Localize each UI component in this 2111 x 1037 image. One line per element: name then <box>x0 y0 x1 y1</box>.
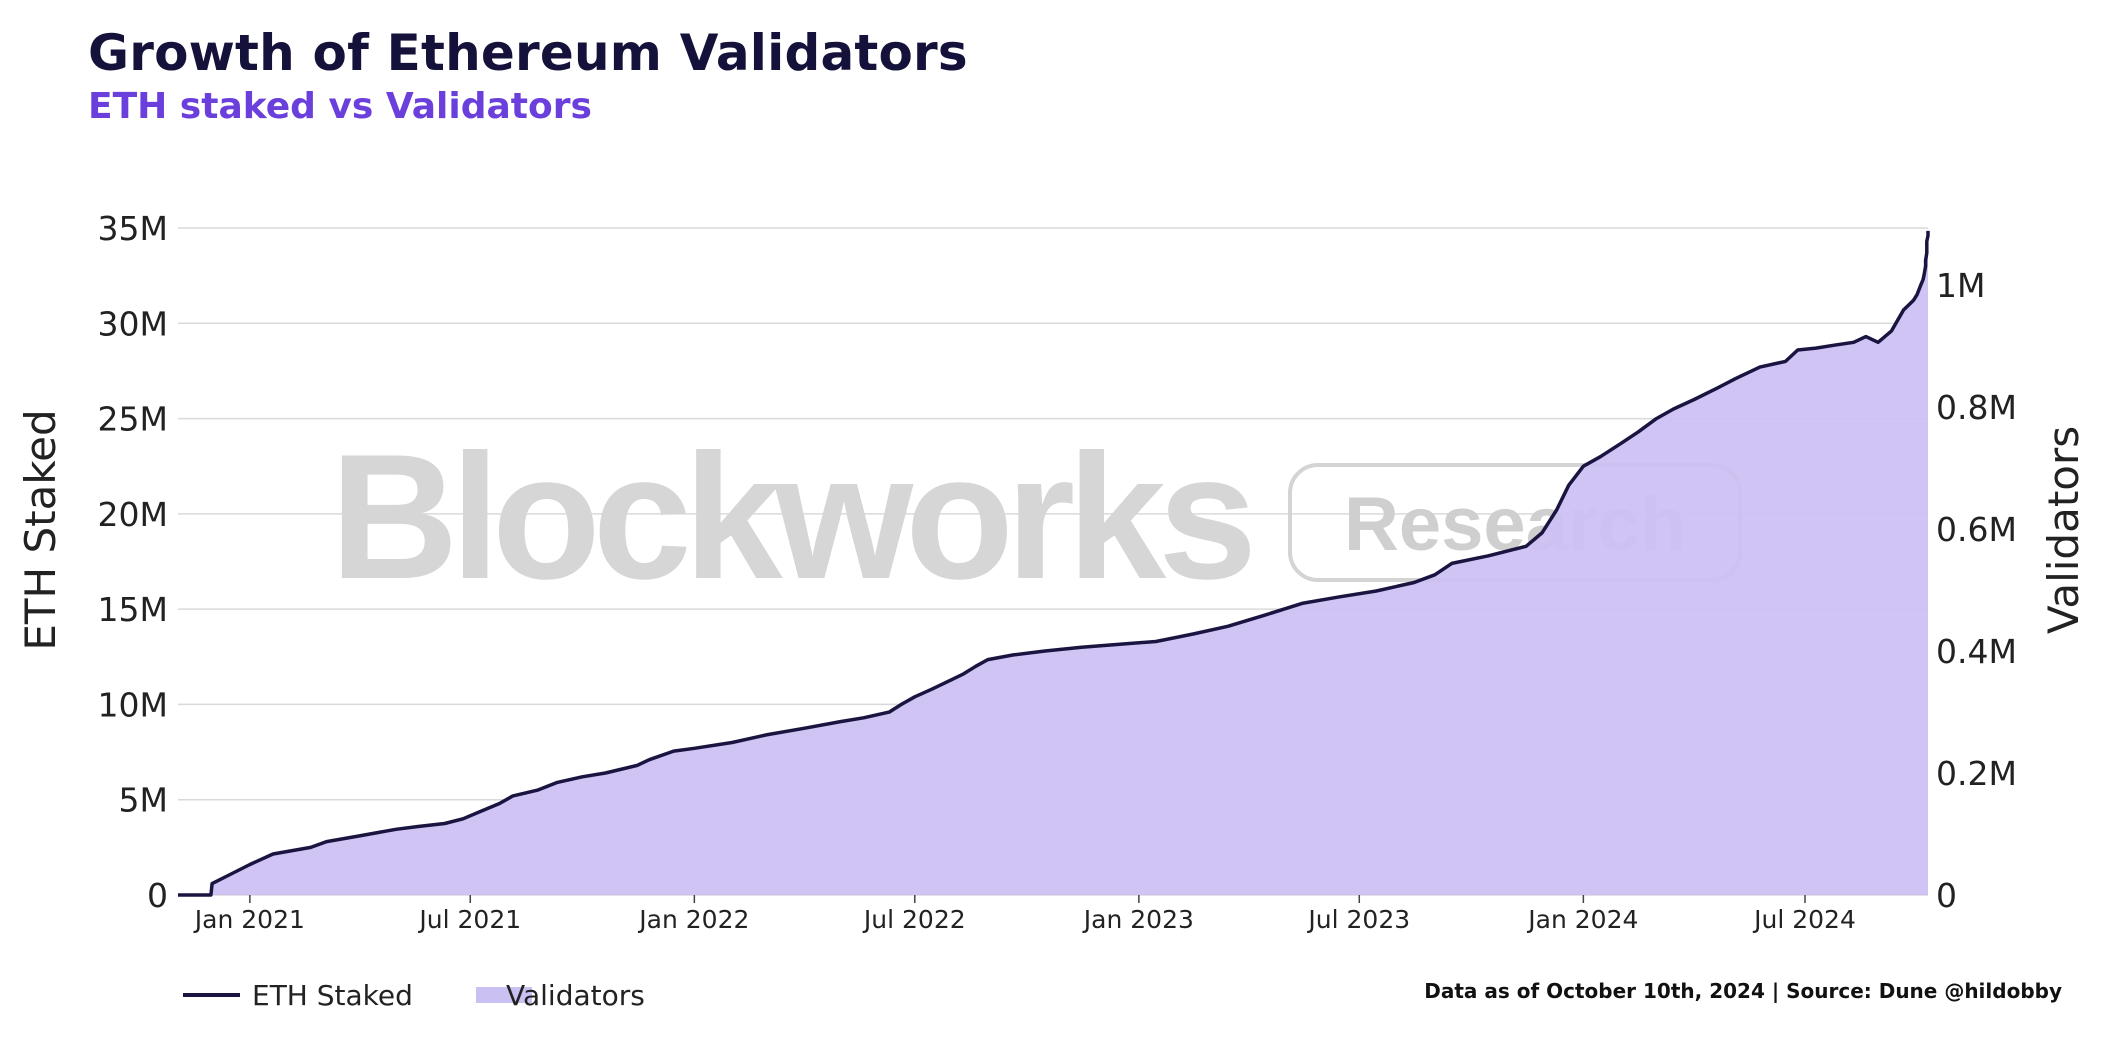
y-right-tick-label: 0 <box>1936 876 1957 915</box>
y-left-tick-label: 20M <box>98 495 168 534</box>
y-left-tick-label: 30M <box>98 304 168 343</box>
eth-staked-line-layer <box>178 230 1930 897</box>
x-tick-label: Jul 2023 <box>1306 905 1410 934</box>
y-left-tick-label: 0 <box>147 876 168 915</box>
y-right-tick-label: 1M <box>1936 266 1985 305</box>
x-tick-label: Jan 2021 <box>193 905 305 934</box>
y-right-tick-label: 0.2M <box>1936 754 2017 793</box>
y-axis-left-title: ETH Staked <box>16 409 65 650</box>
x-tick-label: Jan 2022 <box>637 905 749 934</box>
validators-area <box>178 230 1928 895</box>
x-tick-label: Jul 2021 <box>417 905 521 934</box>
x-tick-label: Jul 2024 <box>1752 905 1856 934</box>
legend: ETH Staked Validators <box>183 979 645 1012</box>
y-right-tick-label: 0.4M <box>1936 632 2017 671</box>
y-axis-left-ticks: 0 5M 10M 15M 20M 25M 30M 35M <box>98 209 168 915</box>
y-left-tick-label: 5M <box>119 781 168 820</box>
y-right-tick-label: 0.8M <box>1936 388 2017 427</box>
y-axis-right-ticks: 0 0.2M 0.4M 0.6M 0.8M 1M <box>1936 266 2017 915</box>
y-axis-right-title: Validators <box>2039 426 2088 634</box>
y-left-tick-label: 15M <box>98 590 168 629</box>
x-tick-label: Jan 2024 <box>1526 905 1638 934</box>
watermark-main: Blockworks <box>330 417 1250 616</box>
y-left-tick-label: 25M <box>98 400 168 439</box>
y-left-tick-label: 10M <box>98 685 168 724</box>
eth-staked-line <box>178 230 1930 897</box>
y-left-tick-label: 35M <box>98 209 168 248</box>
legend-label-eth-staked: ETH Staked <box>252 979 413 1012</box>
x-tick-label: Jan 2023 <box>1082 905 1194 934</box>
chart-subtitle: ETH staked vs Validators <box>88 86 592 127</box>
validators-area-layer <box>178 230 1928 895</box>
y-right-tick-label: 0.6M <box>1936 510 2017 549</box>
chart-title: Growth of Ethereum Validators <box>88 24 968 82</box>
x-axis-ticks: Jan 2021 Jul 2021 Jan 2022 Jul 2022 Jan 2023… <box>193 895 1856 934</box>
legend-label-validators: Validators <box>506 979 645 1012</box>
legend-swatch-validators <box>476 987 532 1003</box>
source-note: Data as of October 10th, 2024 | Source: … <box>1424 979 2062 1003</box>
x-tick-label: Jul 2022 <box>862 905 966 934</box>
